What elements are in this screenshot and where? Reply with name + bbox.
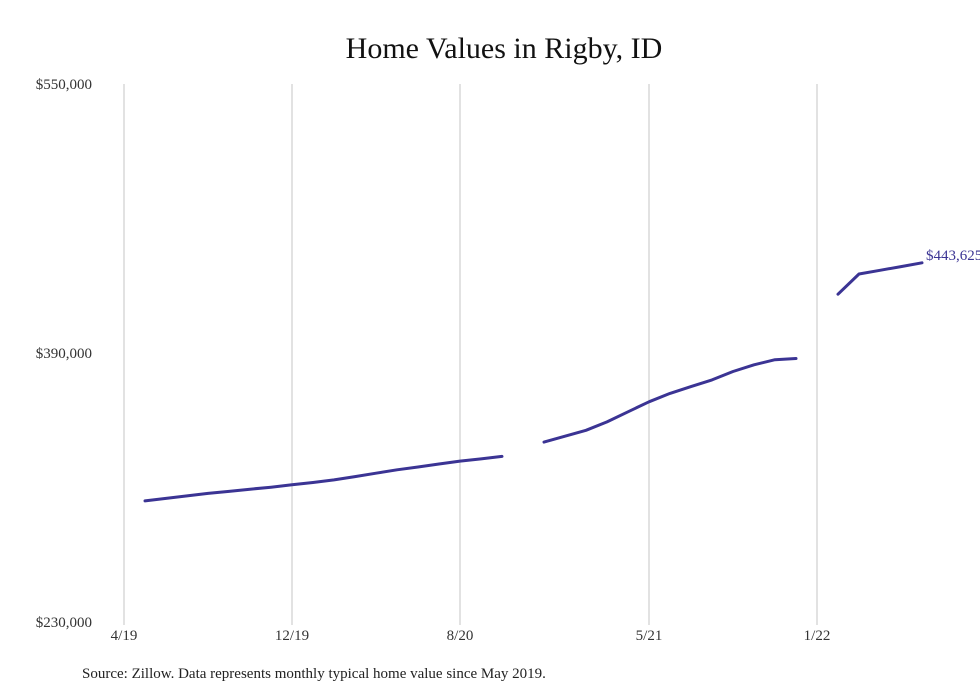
- series-line-segment: [542, 357, 798, 444]
- data-labels: $443,625: [926, 248, 980, 264]
- series-line-segment: [143, 454, 504, 503]
- x-tick-label: 1/22: [804, 628, 831, 644]
- chart-title: Home Values in Rigby, ID: [346, 32, 663, 65]
- x-tick-label: 8/20: [447, 628, 474, 644]
- series-line: [143, 261, 924, 503]
- end-value-label: $443,625: [926, 248, 980, 264]
- source-note: Source: Zillow. Data represents monthly …: [82, 666, 546, 682]
- y-tick-label: $230,000: [36, 615, 92, 631]
- x-tick-label: 4/19: [111, 628, 138, 644]
- vertical-gridlines: [123, 84, 818, 625]
- x-axis-ticks: 4/19 12/19 8/20 5/21 1/22: [111, 628, 831, 644]
- x-tick-label: 12/19: [275, 628, 309, 644]
- y-tick-label: $550,000: [36, 77, 92, 93]
- y-axis-ticks: $550,000 $390,000 $230,000: [36, 77, 92, 631]
- series-line-segment: [836, 261, 924, 296]
- x-tick-label: 5/21: [636, 628, 663, 644]
- y-tick-label: $390,000: [36, 346, 92, 362]
